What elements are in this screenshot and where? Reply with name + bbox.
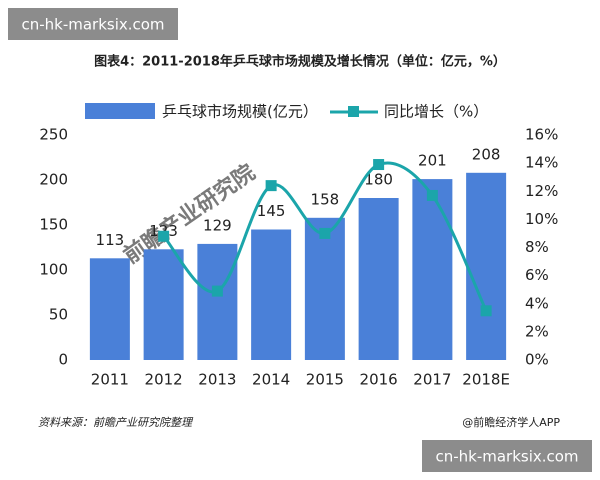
y-tick-label: 50: [49, 306, 68, 324]
y2-tick-label: 12%: [525, 182, 558, 200]
x-tick-label: 2014: [252, 371, 290, 389]
credit: @前瞻经济学人APP: [462, 415, 560, 429]
y-tick-label: 200: [39, 171, 68, 189]
bar: [251, 229, 292, 360]
y-tick-label: 150: [39, 216, 68, 234]
data-label: 201: [418, 152, 447, 170]
y2-tick-label: 16%: [525, 126, 558, 144]
source: 资料来源：前瞻产业研究院整理: [38, 416, 194, 429]
watermark-box: [8, 8, 178, 40]
y-tick-label: 0: [58, 351, 68, 369]
x-tick-label: 2011: [91, 371, 129, 389]
line-marker: [211, 285, 223, 297]
y2-tick-label: 2%: [525, 322, 549, 340]
bar: [89, 258, 130, 360]
x-tick-label: 2017: [413, 371, 451, 389]
bar: [304, 217, 345, 360]
data-label: 158: [311, 190, 340, 208]
x-tick-label: 2015: [306, 371, 344, 389]
line-marker: [373, 159, 385, 171]
y2-tick-label: 8%: [525, 238, 549, 256]
line-marker: [480, 305, 492, 317]
y2-tick-label: 4%: [525, 294, 549, 312]
x-tick-label: 2018E: [462, 371, 510, 389]
y-tick-label: 250: [39, 126, 68, 144]
bar: [412, 179, 453, 360]
bar: [466, 172, 507, 360]
y2-tick-label: 14%: [525, 154, 558, 172]
x-tick-label: 2012: [145, 371, 183, 389]
line-marker: [426, 189, 438, 201]
legend-label: 乒乓球市场规模(亿元）: [162, 103, 318, 121]
watermark-box: [422, 440, 592, 472]
watermark: cn-hk-marksix.com: [21, 16, 164, 34]
bar: [143, 249, 184, 360]
bar: [197, 243, 238, 360]
data-label: 180: [364, 171, 393, 189]
y2-tick-label: 0%: [525, 351, 549, 369]
chart-title: 图表4：2011-2018年乒乓球市场规模及增长情况（单位：亿元，%）: [94, 54, 506, 70]
y2-tick-label: 6%: [525, 266, 549, 284]
legend-swatch-marker: [348, 106, 359, 117]
bar: [358, 198, 399, 360]
data-label: 145: [257, 202, 286, 220]
x-tick-label: 2013: [198, 371, 236, 389]
y2-tick-label: 10%: [525, 210, 558, 228]
line-marker: [319, 227, 331, 239]
x-tick-label: 2016: [360, 371, 398, 389]
y-tick-label: 100: [39, 261, 68, 279]
watermark: cn-hk-marksix.com: [435, 448, 578, 466]
data-label: 113: [96, 231, 125, 249]
line-marker: [265, 180, 277, 192]
line-marker: [158, 230, 170, 242]
data-label: 129: [203, 216, 232, 234]
legend-swatch-bar: [85, 103, 155, 119]
data-label: 208: [472, 145, 501, 163]
legend-label: 同比增长（%）: [384, 103, 488, 121]
